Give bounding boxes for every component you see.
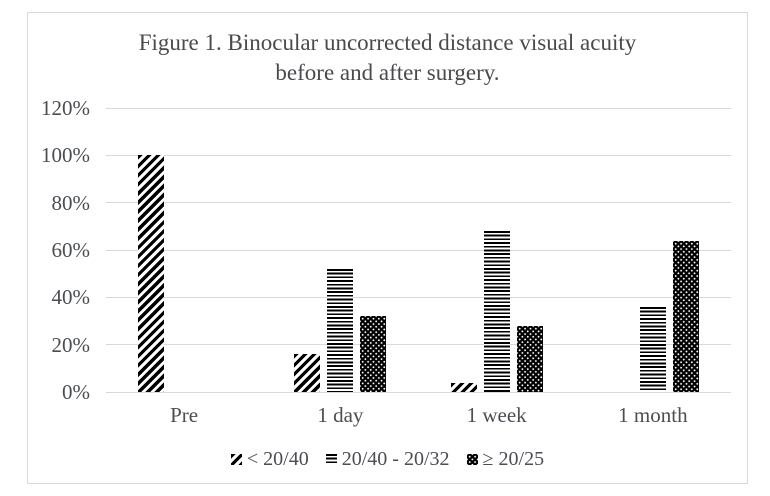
diagonal-hatch-pattern-legend-swatch-icon <box>230 453 242 465</box>
legend-item: < 20/40 <box>230 447 309 471</box>
chart-frame: Figure 1. Binocular uncorrected distance… <box>27 12 748 484</box>
horizontal-lines-pattern-legend-swatch-icon <box>325 453 337 465</box>
dots-pattern-legend-swatch-icon <box>466 453 478 465</box>
legend-item: ≥ 20/25 <box>466 447 545 471</box>
bar <box>327 268 354 392</box>
chart-title-line-1: Figure 1. Binocular uncorrected distance… <box>138 30 637 55</box>
gridline <box>106 202 731 204</box>
gridline <box>106 154 731 156</box>
bar <box>450 382 477 392</box>
chart-title: Figure 1. Binocular uncorrected distance… <box>28 28 747 88</box>
legend-label: < 20/40 <box>246 448 309 470</box>
y-tick-label: 0% <box>62 380 90 404</box>
chart-legend: < 20/40 20/40 - 20/32 ≥ 20/25 <box>28 447 747 471</box>
legend-label: 20/40 - 20/32 <box>341 448 450 470</box>
y-tick-label: 80% <box>51 190 91 215</box>
bar <box>516 325 543 392</box>
chart-title-line-2: before and after surgery. <box>275 60 500 85</box>
gridline <box>106 391 731 393</box>
bar <box>639 306 666 392</box>
bar-group-1-day <box>262 108 418 392</box>
gridline <box>106 296 731 298</box>
x-category-label: 1 day <box>317 403 364 427</box>
gridline <box>106 107 731 109</box>
y-tick-label: 20% <box>51 332 91 357</box>
y-tick-label: 100% <box>41 143 90 168</box>
y-tick-label: 40% <box>51 285 91 310</box>
y-tick-label: 120% <box>41 96 90 120</box>
legend-label: ≥ 20/25 <box>482 448 545 470</box>
x-category-label: Pre <box>170 403 199 427</box>
y-tick-label: 60% <box>51 238 91 262</box>
bar <box>360 316 387 392</box>
bar <box>138 155 165 392</box>
bar <box>483 231 510 392</box>
bar-group-1-month <box>575 108 731 392</box>
bar-group-pre <box>106 108 262 392</box>
bar <box>672 240 699 392</box>
x-category-label: 1 week <box>466 403 527 427</box>
gridline <box>106 344 731 346</box>
x-category-label: 1 month <box>618 403 688 427</box>
bar <box>294 354 321 392</box>
plot-area <box>106 107 731 393</box>
bar-group-1-week <box>419 108 575 392</box>
legend-item: 20/40 - 20/32 <box>325 447 450 471</box>
gridline <box>106 249 731 251</box>
